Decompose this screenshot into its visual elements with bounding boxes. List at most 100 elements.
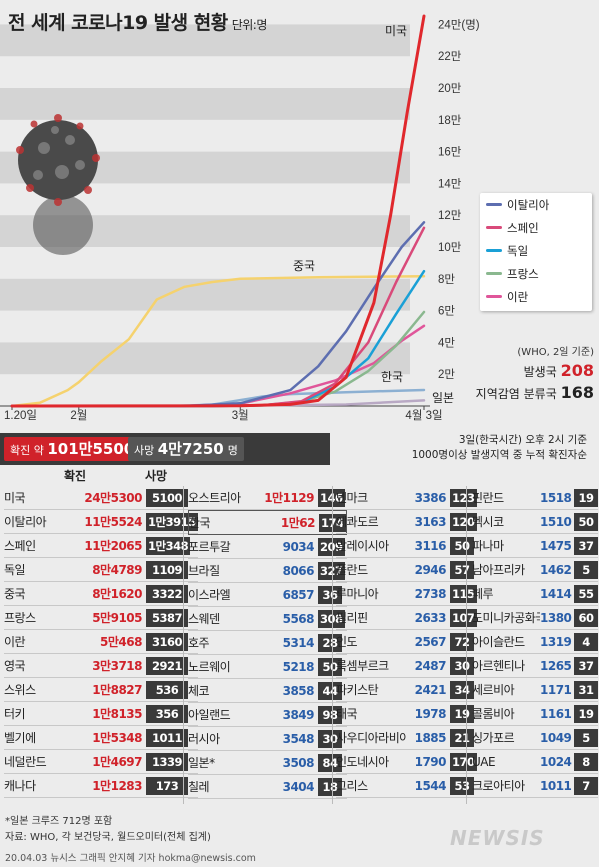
country-name: 인도네시아 — [336, 755, 389, 769]
death-count: 72 — [450, 632, 474, 651]
table-row: 노르웨이 5218 50 — [188, 655, 347, 679]
table-row: 호주 5314 28 — [188, 631, 347, 655]
country-name: 이란 — [4, 635, 26, 649]
death-count: 170 — [450, 752, 477, 771]
legend-item-italy: 이탈리아 — [480, 193, 592, 216]
deaths-value: 4만7250 — [157, 440, 224, 458]
country-name: 터키 — [4, 707, 26, 721]
country-name: 멕시코 — [472, 515, 504, 529]
country-name: 파키스탄 — [336, 683, 379, 697]
table-row: 필리핀 2633 107 — [336, 606, 477, 630]
death-count: 209 — [318, 537, 345, 556]
table-row: 포르투갈 9034209 — [188, 535, 347, 559]
who-local-value: 168 — [560, 383, 594, 402]
who-note: (WHO, 2일 기준) — [517, 347, 594, 358]
table-row: 중국 8만1620 3322 — [4, 582, 198, 606]
country-name: 러시아 — [188, 732, 220, 746]
confirmed-count: 3508 — [282, 755, 315, 770]
table-row: 에콰도르 3163 120 — [336, 510, 477, 534]
death-count: 98 — [318, 705, 342, 724]
confirmed-count: 3404 — [282, 779, 315, 794]
country-name: 오스트리아 — [188, 491, 241, 505]
death-count: 53 — [450, 776, 474, 795]
who-local-label: 지역감염 분류국 — [475, 387, 557, 401]
death-count: 1109 — [146, 560, 188, 579]
table-row: 스웨덴 5568308 — [188, 607, 347, 631]
series-line-중국 — [10, 274, 426, 408]
confirmed-count: 1171 — [540, 682, 572, 697]
legend-item-france: 프랑스 — [480, 262, 592, 285]
summary-note-background — [330, 433, 599, 465]
table-row: 도미니카공화국 1380 60 — [472, 606, 598, 630]
table-row: 콜롬비아 1161 19 — [472, 702, 598, 726]
death-count: 55 — [574, 584, 598, 603]
confirmed-count: 1475 — [540, 538, 572, 553]
death-count: 19 — [574, 704, 598, 723]
y-tick-label: 12만 — [438, 209, 462, 222]
country-name: 포르투갈 — [188, 540, 231, 554]
y-tick-label: 22만 — [438, 50, 462, 63]
country-name: 이탈리아 — [4, 515, 47, 529]
y-tick-label: 10만 — [438, 241, 462, 254]
death-count: 19 — [574, 488, 598, 507]
table-column: 핀란드 1518 19 멕시코 1510 50 파나마 1475 37 남아프리카 1462 5 페루 1… — [472, 486, 598, 798]
footer-credit: 20.04.03 뉴시스 그래픽 안지혜 기자 hokma@newsis.com — [5, 853, 256, 864]
table-row: 오스트리아 1만1129 146 — [188, 486, 347, 510]
confirmed-count: 1만4697 — [92, 755, 142, 769]
table-row: 이란 5만468 3160 — [4, 630, 198, 654]
table-column: 미국 24만5300 5100 이탈리아 11만5524 1만3915 스페인 11만2065… — [4, 486, 198, 798]
y-tick-label: 8만 — [438, 273, 455, 286]
x-tick-label: 2월 — [70, 409, 87, 422]
table-row: 프랑스 5만9105 5387 — [4, 606, 198, 630]
death-count: 31 — [574, 680, 598, 699]
y-tick-label: 4만 — [438, 336, 455, 349]
table-row: 한국1만62174 — [188, 510, 347, 535]
country-name: 미국 — [4, 491, 26, 505]
table-column: 오스트리아1만1129146한국1만62174포르투갈9034209브라질806… — [188, 486, 347, 799]
confirmed-count: 1만8827 — [92, 683, 142, 697]
confirmed-count: 2633 — [414, 610, 447, 625]
country-name: 일본* — [188, 756, 215, 770]
column-divider — [183, 486, 184, 804]
death-count: 5100 — [146, 488, 188, 507]
header-deaths: 사망 — [145, 469, 168, 483]
death-count: 50 — [318, 657, 342, 676]
table-row: 아이슬란드 1319 4 — [472, 630, 598, 654]
death-count: 30 — [318, 729, 342, 748]
death-count: 327 — [318, 561, 345, 580]
death-count: 5 — [574, 728, 598, 747]
table-column: 덴마크 3386 123 에콰도르 3163 120 말레이시아 3116 50 폴란드 2946 5… — [336, 486, 477, 798]
death-count: 19 — [450, 704, 474, 723]
y-tick-label: 18만 — [438, 114, 462, 127]
legend-item-spain: 스페인 — [480, 216, 592, 239]
table-row: 미국 24만5300 5100 — [4, 486, 198, 510]
confirmed-total: 확진 약 101만5500 — [4, 437, 141, 461]
legend-swatch-spain — [486, 226, 502, 229]
death-count: 146 — [318, 488, 345, 507]
table-row: 브라질 8066327 — [188, 559, 347, 583]
table-row: 아일랜드 3849 98 — [188, 703, 347, 727]
confirmed-count: 24만5300 — [84, 491, 142, 505]
country-name: 영국 — [4, 659, 26, 673]
death-count: 50 — [450, 536, 474, 555]
table-row: 룩셈부르크 2487 30 — [336, 654, 477, 678]
table-row: 터키 1만8135 356 — [4, 702, 198, 726]
summary-note-line2: 1000명이상 발생지역 중 누적 확진자순 — [411, 449, 587, 461]
who-local-row: 지역감염 분류국 168 — [466, 383, 594, 402]
table-row: 페루 1414 55 — [472, 582, 598, 606]
table-row: 말레이시아 3116 50 — [336, 534, 477, 558]
confirmed-count: 1만5348 — [92, 731, 142, 745]
death-count: 36 — [318, 585, 342, 604]
death-count: 536 — [146, 680, 188, 699]
legend-item-iran: 이란 — [480, 285, 592, 308]
confirmed-count: 11만2065 — [84, 539, 142, 553]
country-name: 폴란드 — [336, 563, 368, 577]
table-row: 스위스 1만8827 536 — [4, 678, 198, 702]
table-row: 영국 3만3718 2921 — [4, 654, 198, 678]
series-line-미국 — [10, 14, 426, 408]
legend-swatch-iran — [486, 295, 502, 298]
virus-illustration — [16, 114, 100, 255]
confirmed-count: 5만468 — [100, 635, 142, 649]
confirmed-count: 1518 — [540, 490, 572, 505]
country-name: 캐나다 — [4, 779, 36, 793]
